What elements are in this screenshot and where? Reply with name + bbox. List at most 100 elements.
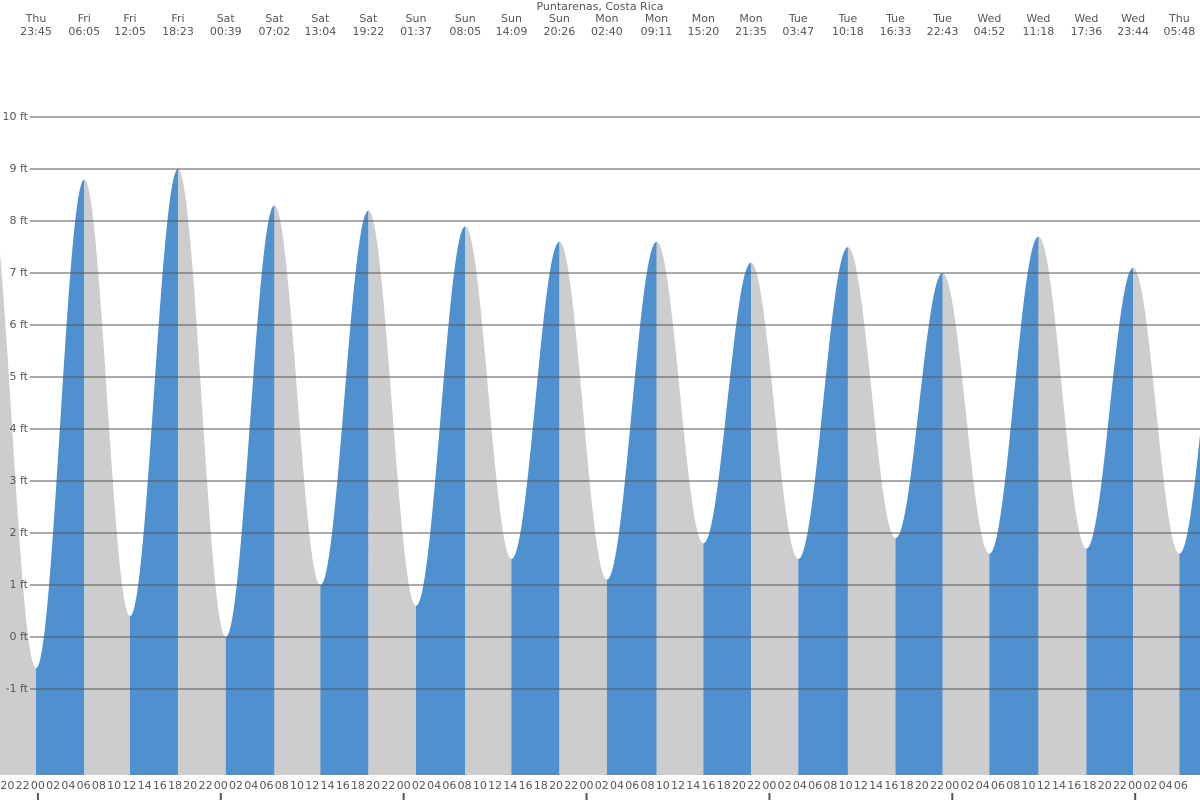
midnight-tick xyxy=(402,793,405,800)
y-tick-label: 9 ft xyxy=(10,162,29,175)
event-time: 14:09 xyxy=(496,25,528,38)
event-day: Sun xyxy=(455,12,476,25)
tide-segment xyxy=(415,226,466,775)
event-time: 20:26 xyxy=(544,25,576,38)
y-tick-label: 10 ft xyxy=(3,110,29,123)
event-day: Wed xyxy=(1074,12,1098,25)
y-tick-label: 1 ft xyxy=(10,578,29,591)
hour-label: 00 xyxy=(31,779,45,792)
hour-label: 06 xyxy=(625,779,639,792)
tide-segment xyxy=(320,210,369,776)
midnight-tick xyxy=(1134,793,1137,800)
hour-label: 16 xyxy=(336,779,350,792)
tide-extension xyxy=(0,253,36,775)
event-time: 04:52 xyxy=(974,25,1006,38)
y-tick-label: 4 ft xyxy=(10,422,29,435)
tide-segment xyxy=(511,241,560,776)
hour-label: 00 xyxy=(580,779,594,792)
hour-label: 00 xyxy=(214,779,228,792)
labels: -1 ft 0 ft 1 ft 2 ft 3 ft 4 ft 5 ft 6 ft 7 ft 8 f… xyxy=(0,12,1195,800)
hour-label: 16 xyxy=(1067,779,1081,792)
event-day: Sat xyxy=(265,12,284,25)
tide-segment xyxy=(895,273,943,775)
hour-label: 06 xyxy=(991,779,1005,792)
hour-label: 16 xyxy=(884,779,898,792)
tide-segment xyxy=(559,241,607,776)
hour-label: 04 xyxy=(61,779,75,792)
tide-segment xyxy=(465,226,512,775)
tide-segment xyxy=(703,262,752,776)
hour-label: 20 xyxy=(915,779,929,792)
midnight-tick xyxy=(951,793,954,800)
hour-label: 22 xyxy=(747,779,761,792)
event-time: 01:37 xyxy=(400,25,432,38)
tide-segment xyxy=(84,179,130,775)
hour-label: 12 xyxy=(854,779,868,792)
hour-label: 02 xyxy=(1143,779,1157,792)
event-day: Sun xyxy=(406,12,427,25)
hour-label: 14 xyxy=(1052,779,1066,792)
event-day: Wed xyxy=(1121,12,1145,25)
hour-label: 18 xyxy=(717,779,731,792)
hour-label: 08 xyxy=(275,779,289,792)
hour-label: 04 xyxy=(1159,779,1173,792)
hour-label: 06 xyxy=(442,779,456,792)
hour-label: 16 xyxy=(153,779,167,792)
hour-label: 10 xyxy=(473,779,487,792)
tide-segment xyxy=(177,169,226,775)
tide-segment xyxy=(1133,267,1180,775)
y-tick-label: 2 ft xyxy=(10,526,29,539)
event-day: Fri xyxy=(78,12,91,25)
event-time: 07:02 xyxy=(259,25,291,38)
grid xyxy=(30,116,1200,690)
event-day: Sun xyxy=(501,12,522,25)
hour-label: 00 xyxy=(762,779,776,792)
hour-label: 10 xyxy=(656,779,670,792)
hour-label: 08 xyxy=(641,779,655,792)
hour-label: 22 xyxy=(930,779,944,792)
event-time: 19:22 xyxy=(353,25,385,38)
hour-label: 00 xyxy=(397,779,411,792)
event-time: 12:05 xyxy=(114,25,146,38)
event-time: 22:43 xyxy=(927,25,959,38)
event-day: Thu xyxy=(25,12,47,25)
hour-label: 14 xyxy=(138,779,152,792)
hour-label: 18 xyxy=(168,779,182,792)
event-day: Mon xyxy=(645,12,668,25)
tide-segment xyxy=(368,210,416,776)
y-tick-label: 5 ft xyxy=(10,370,29,383)
tide-segment xyxy=(36,179,85,775)
hour-label: 20 xyxy=(366,779,380,792)
midnight-tick xyxy=(585,793,588,800)
hour-label: 08 xyxy=(1006,779,1020,792)
event-day: Mon xyxy=(595,12,618,25)
midnight-tick xyxy=(768,793,771,800)
tide-segment xyxy=(989,236,1039,776)
hour-label: 04 xyxy=(244,779,258,792)
event-day: Fri xyxy=(123,12,136,25)
event-time: 15:20 xyxy=(688,25,720,38)
event-time: 05:48 xyxy=(1164,25,1196,38)
chart-title: Puntarenas, Costa Rica xyxy=(536,0,663,13)
hour-label: 08 xyxy=(458,779,472,792)
hour-label: 22 xyxy=(16,779,30,792)
event-time: 06:05 xyxy=(68,25,100,38)
event-time: 16:33 xyxy=(880,25,912,38)
hour-label: 20 xyxy=(183,779,197,792)
event-time: 17:36 xyxy=(1071,25,1103,38)
event-day: Sun xyxy=(549,12,570,25)
tide-segment xyxy=(798,247,848,775)
hour-label: 22 xyxy=(381,779,395,792)
hour-label: 18 xyxy=(534,779,548,792)
hour-label: 16 xyxy=(519,779,533,792)
hour-label: 14 xyxy=(503,779,517,792)
event-day: Mon xyxy=(692,12,715,25)
event-time: 08:05 xyxy=(449,25,481,38)
y-tick-label: 8 ft xyxy=(10,214,29,227)
hour-label: 12 xyxy=(305,779,319,792)
tide-extension xyxy=(1179,434,1200,775)
hour-label: 02 xyxy=(46,779,60,792)
hour-label: 04 xyxy=(427,779,441,792)
hour-label: 06 xyxy=(1174,779,1188,792)
